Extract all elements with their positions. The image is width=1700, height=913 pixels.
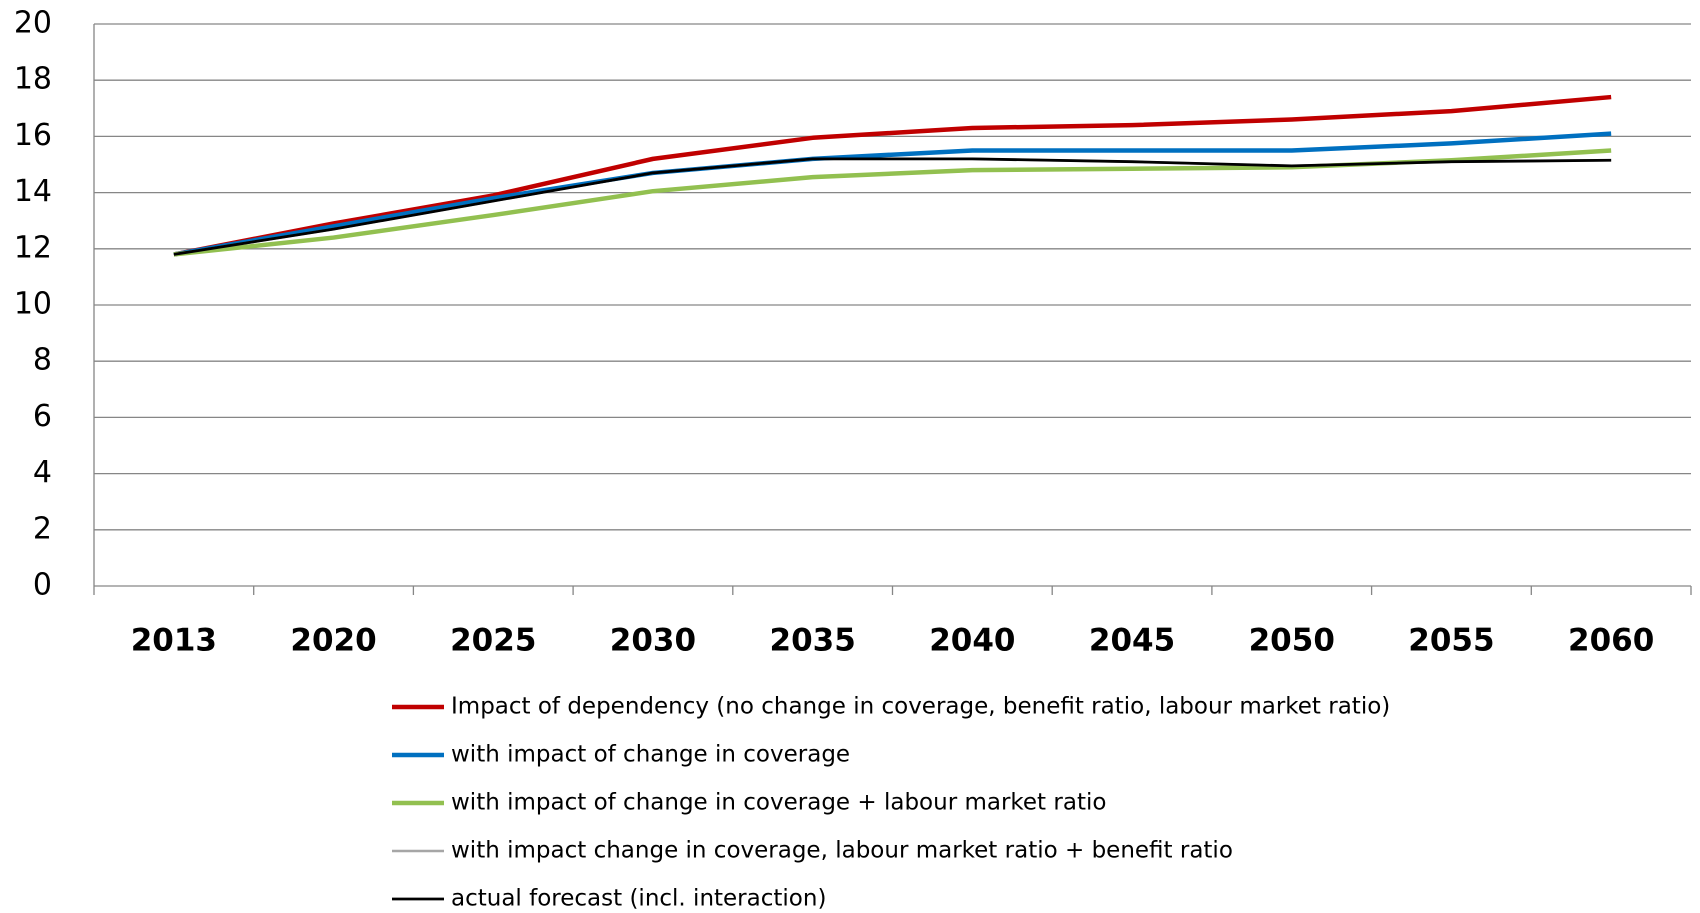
x-tick-label: 2025	[450, 623, 536, 659]
x-tick-label: 2060	[1568, 623, 1654, 659]
y-tick-label: 2	[33, 511, 52, 546]
legend-label: actual forecast (incl. interaction)	[451, 886, 826, 912]
y-tick-label: 0	[33, 568, 52, 603]
y-tick-label: 14	[14, 174, 52, 209]
series-line	[173, 148, 1612, 257]
legend-label: Impact of dependency (no change in cover…	[451, 694, 1390, 720]
y-tick-label: 8	[33, 343, 52, 378]
x-tick-label: 2035	[770, 623, 856, 659]
x-tick-label: 2040	[929, 623, 1015, 659]
x-tick-label: 2055	[1408, 623, 1494, 659]
y-tick-label: 10	[14, 287, 52, 322]
y-tick-label: 16	[14, 118, 52, 153]
series-line	[173, 94, 1612, 257]
y-tick-label: 18	[14, 62, 52, 97]
x-tick-label: 2045	[1089, 623, 1175, 659]
legend-label: with impact change in coverage, labour m…	[451, 838, 1233, 864]
y-tick-label: 20	[14, 6, 52, 41]
x-tick-label: 2020	[290, 623, 376, 659]
y-tick-label: 6	[33, 399, 52, 434]
series-line	[173, 131, 1612, 257]
x-tick-label: 2013	[131, 623, 217, 659]
legend-label: with impact of change in coverage	[451, 742, 850, 768]
y-tick-label: 4	[33, 455, 52, 490]
series-line	[173, 157, 1612, 256]
y-tick-label: 12	[14, 230, 52, 265]
legend-label: with impact of change in coverage + labo…	[451, 790, 1106, 816]
x-tick-label: 2050	[1249, 623, 1335, 659]
x-tick-label: 2030	[610, 623, 696, 659]
